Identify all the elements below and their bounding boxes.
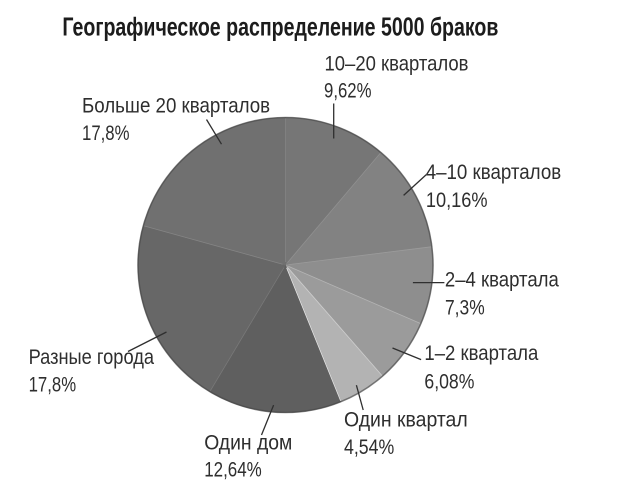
svg-text:Больше 20 кварталов: Больше 20 кварталов [82, 95, 270, 118]
svg-text:Один квартал: Один квартал [344, 409, 468, 432]
svg-text:6,08%: 6,08% [424, 371, 474, 394]
svg-text:10–20 кварталов: 10–20 кварталов [325, 53, 469, 76]
svg-text:12,64%: 12,64% [204, 458, 262, 481]
svg-text:7,3%: 7,3% [445, 296, 485, 319]
svg-text:17,8%: 17,8% [29, 373, 77, 396]
svg-text:17,8%: 17,8% [82, 122, 130, 145]
svg-text:Разные города: Разные города [29, 346, 155, 369]
svg-text:1–2 квартала: 1–2 квартала [424, 342, 538, 365]
svg-text:9,62%: 9,62% [324, 80, 372, 103]
svg-text:4–10 кварталов: 4–10 кварталов [426, 161, 562, 184]
svg-text:Географическое распределение 5: Географическое распределение 5000 браков [62, 12, 498, 42]
svg-text:2–4 квартала: 2–4 квартала [445, 269, 559, 292]
svg-text:4,54%: 4,54% [344, 436, 394, 459]
svg-text:Один дом: Один дом [204, 431, 292, 454]
svg-text:10,16%: 10,16% [426, 189, 488, 212]
